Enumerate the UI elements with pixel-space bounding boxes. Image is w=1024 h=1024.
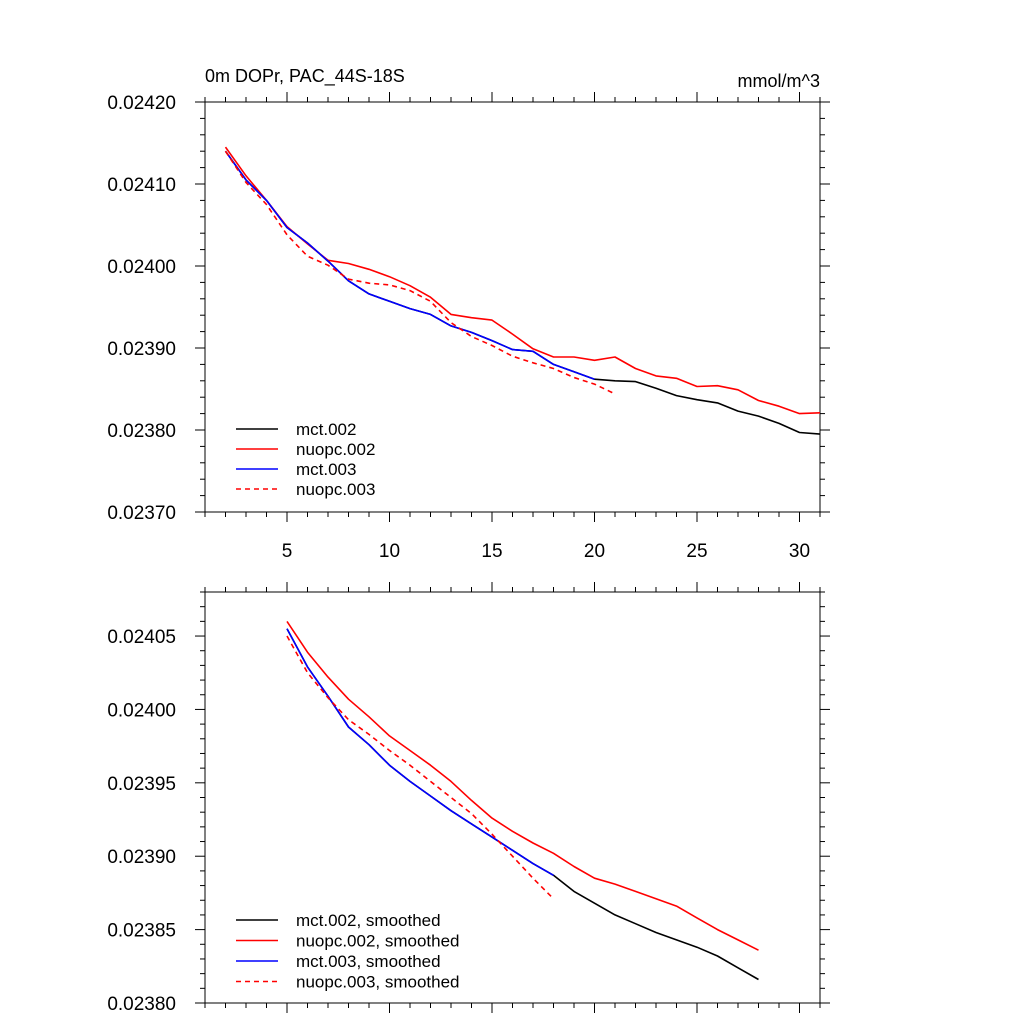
y-tick-label: 0.02390 xyxy=(107,339,176,360)
legend-label: nuopc.003, smoothed xyxy=(296,973,460,992)
chart-units: mmol/m^3 xyxy=(738,71,820,91)
series-line-nuopc-002-smoothed xyxy=(286,620,759,951)
y-tick-label: 0.02370 xyxy=(107,503,176,524)
series-line-nuopc-002 xyxy=(224,146,821,415)
y-tick-label: 0.02405 xyxy=(107,627,176,648)
legend-label: mct.003, smoothed xyxy=(296,952,441,971)
y-tick-label: 0.02395 xyxy=(107,774,176,795)
y-tick-label: 0.02400 xyxy=(107,700,176,721)
series-line-mct-003-smoothed xyxy=(286,628,554,876)
legend-label: mct.003 xyxy=(296,460,356,479)
y-tick-label: 0.02410 xyxy=(107,175,176,196)
x-tick-label: 20 xyxy=(584,541,605,562)
x-tick-label: 5 xyxy=(282,541,293,562)
legend-label: nuopc.003 xyxy=(296,480,375,499)
legend-label: nuopc.002 xyxy=(296,440,375,459)
legend-label: mct.002 xyxy=(296,420,356,439)
y-tick-label: 0.02390 xyxy=(107,847,176,868)
y-tick-label: 0.02380 xyxy=(107,994,176,1015)
x-tick-label: 25 xyxy=(686,541,707,562)
x-tick-label: 10 xyxy=(379,541,400,562)
y-tick-label: 0.02385 xyxy=(107,921,176,942)
bottom-panel: 0.02380 0.02385 0.02390 0.02395 0.02400 0.024… xyxy=(107,582,830,1015)
x-tick-label: 15 xyxy=(481,541,502,562)
series-line-nuopc-003 xyxy=(224,150,616,395)
x-tick-label: 30 xyxy=(789,541,810,562)
y-tick-label: 0.02420 xyxy=(107,93,176,114)
y-tick-label: 0.02400 xyxy=(107,257,176,278)
legend-label: mct.002, smoothed xyxy=(296,911,441,930)
series-line-mct-002 xyxy=(224,150,821,435)
chart-title: 0m DOPr, PAC_44S-18S xyxy=(205,66,405,87)
top-panel: 5 10 15 20 25 30 0.02370 0.02380 0.02390 0.02400 0… xyxy=(107,66,830,562)
series-line-mct-003 xyxy=(224,150,595,380)
y-tick-label: 0.02380 xyxy=(107,421,176,442)
legend-label: nuopc.002, smoothed xyxy=(296,932,460,951)
